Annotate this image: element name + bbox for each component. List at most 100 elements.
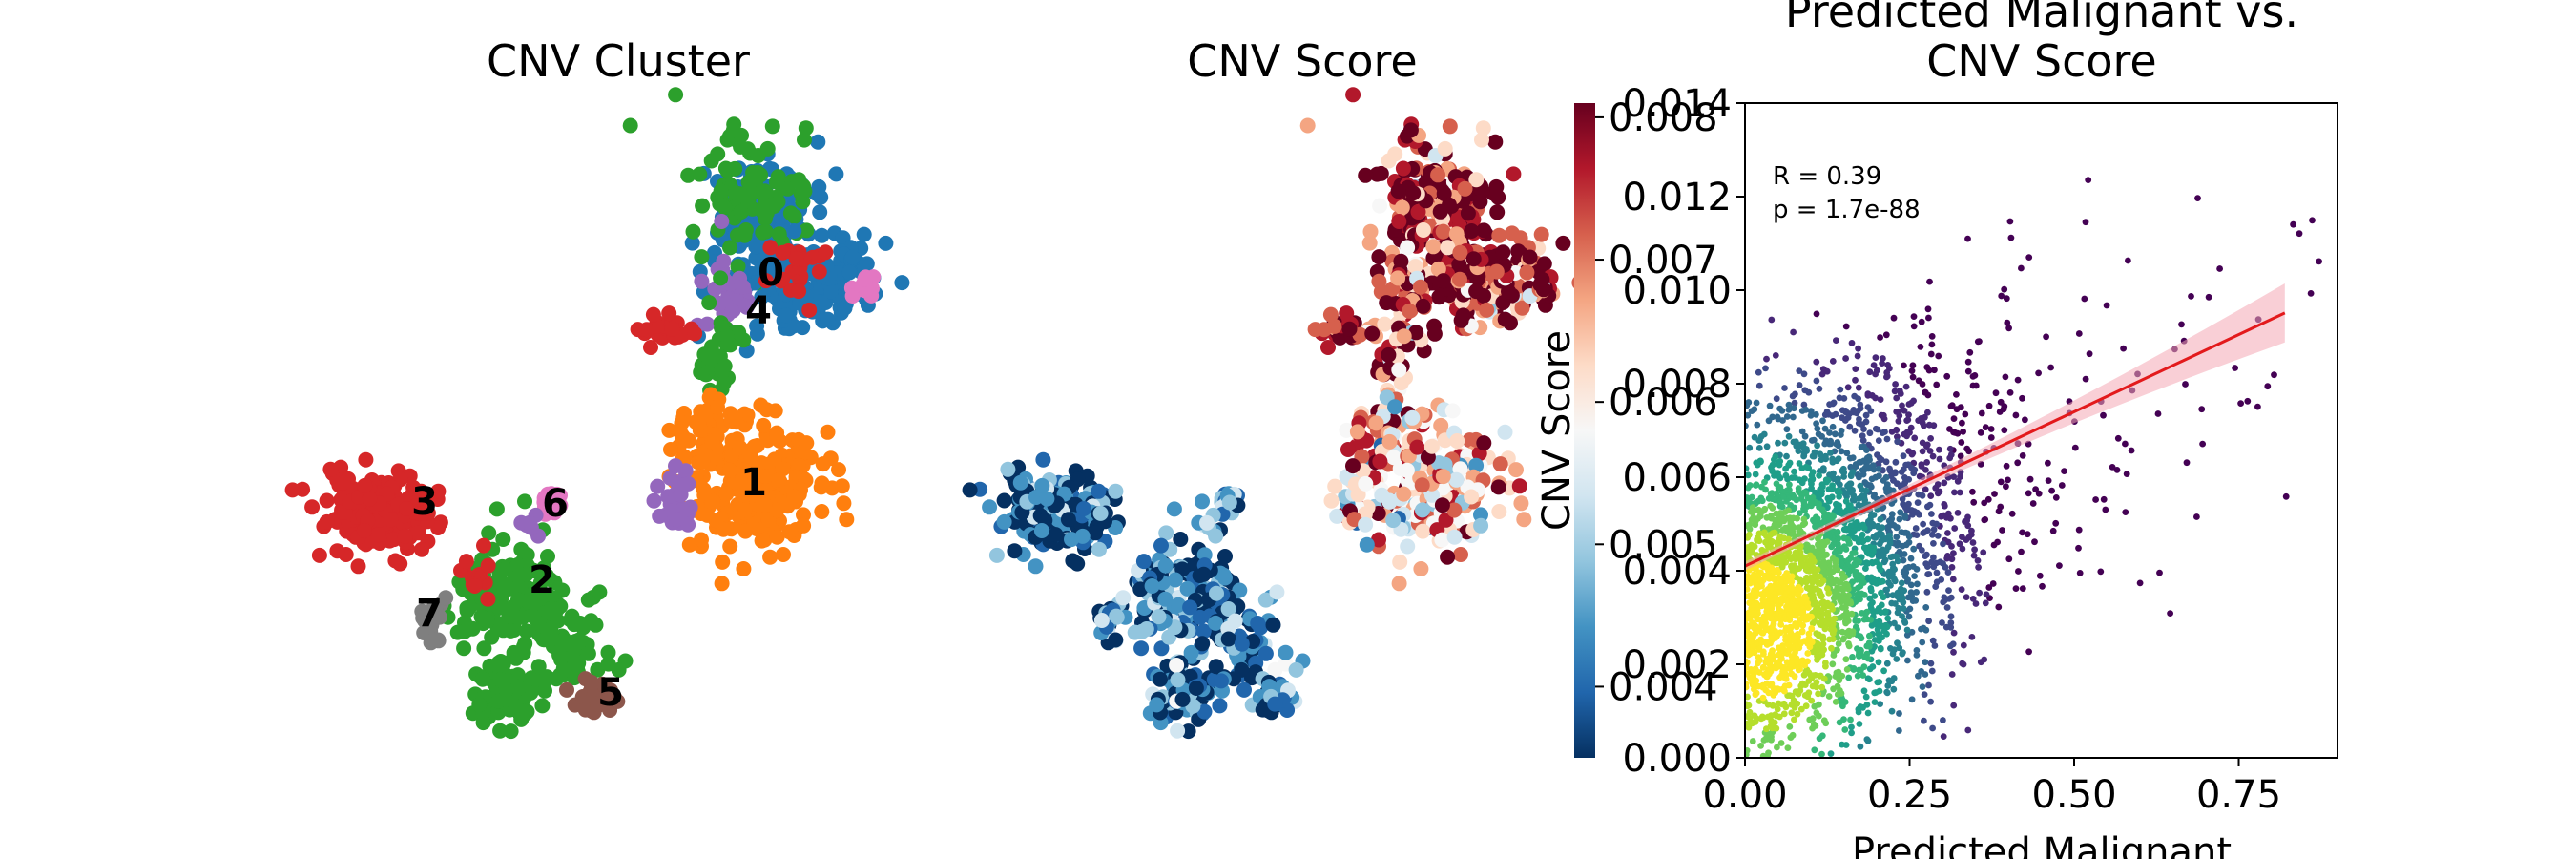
density-point	[1877, 396, 1884, 403]
density-point	[1918, 318, 1925, 325]
density-point	[1833, 500, 1839, 508]
density-point	[1792, 688, 1799, 696]
score-point	[1415, 222, 1431, 238]
density-point	[2008, 510, 2016, 517]
density-point	[1791, 399, 1798, 407]
density-point	[1813, 709, 1820, 717]
cluster-point	[357, 477, 373, 493]
cluster-point	[722, 240, 738, 256]
density-point	[1851, 560, 1859, 568]
cluster-point	[859, 256, 875, 272]
score-point	[1472, 194, 1488, 210]
density-point	[1786, 481, 1793, 489]
score-point	[1508, 462, 1524, 478]
density-point	[1841, 417, 1849, 424]
density-point	[1900, 605, 1907, 612]
score-point	[1409, 439, 1425, 455]
cluster-point	[544, 494, 560, 511]
density-point	[1808, 697, 1816, 704]
density-point	[1836, 394, 1843, 402]
cluster-point	[796, 507, 811, 523]
score-point	[1153, 640, 1170, 657]
density-point	[1778, 408, 1786, 414]
density-point	[1971, 546, 1979, 554]
density-point	[1947, 613, 1955, 620]
cluster-point	[757, 532, 773, 548]
density-point	[1910, 545, 1918, 553]
density-point	[1841, 726, 1849, 733]
score-point	[1209, 585, 1224, 601]
score-point	[1368, 415, 1384, 431]
density-point	[1759, 694, 1767, 702]
cluster-point	[540, 570, 555, 586]
density-point	[1896, 727, 1902, 734]
score-point	[1452, 271, 1467, 287]
density-point	[1928, 558, 1935, 566]
density-point	[1903, 626, 1911, 634]
density-point	[1806, 716, 1814, 723]
density-point	[1776, 474, 1784, 482]
score-point	[1371, 249, 1387, 265]
score-point	[1408, 325, 1424, 341]
density-point	[1931, 642, 1939, 649]
score-point	[1455, 307, 1471, 324]
score-point	[1497, 424, 1513, 440]
density-point	[2014, 459, 2022, 467]
density-point	[2022, 416, 2028, 424]
score-point	[982, 499, 998, 515]
density-point	[1963, 594, 1970, 600]
cluster-point	[710, 146, 726, 162]
density-point	[1950, 415, 1958, 422]
cluster-point	[680, 516, 696, 533]
density-point	[1830, 685, 1837, 693]
score-point	[1555, 235, 1571, 251]
density-point	[1823, 367, 1831, 375]
density-point	[1934, 490, 1942, 497]
density-point	[1941, 479, 1948, 487]
score-point	[1345, 87, 1361, 103]
density-point	[1753, 399, 1760, 407]
score-point	[1060, 512, 1076, 528]
cluster-point	[580, 645, 596, 661]
density-point	[2120, 345, 2128, 352]
score-point	[1169, 658, 1185, 673]
score-point	[1412, 279, 1428, 295]
density-point	[1896, 710, 1902, 717]
density-point	[1925, 367, 1933, 374]
density-point	[1745, 484, 1752, 492]
cluster-point	[471, 697, 488, 713]
density-point	[1748, 408, 1755, 414]
cluster-point	[737, 523, 754, 539]
score-point	[1115, 590, 1132, 606]
score-point	[1195, 566, 1212, 582]
density-point	[1816, 504, 1822, 511]
density-point	[1745, 402, 1751, 409]
density-point	[1802, 702, 1810, 710]
cluster-point	[399, 501, 414, 516]
density-point	[1839, 468, 1846, 475]
density-point	[1816, 735, 1823, 743]
cluster-point	[638, 322, 654, 338]
density-point	[1870, 492, 1878, 500]
density-point	[1763, 443, 1771, 450]
density-point	[1970, 552, 1978, 559]
density-point	[1950, 702, 1958, 709]
score-point	[1440, 240, 1456, 256]
density-point	[1889, 592, 1897, 599]
density-point	[1840, 526, 1848, 534]
density-point	[1818, 456, 1825, 463]
cluster-point	[728, 185, 744, 201]
cluster-point	[530, 615, 547, 631]
density-point	[1762, 365, 1769, 372]
density-point	[1765, 749, 1772, 757]
density-point	[1900, 556, 1907, 564]
density-point	[1827, 750, 1835, 757]
density-point	[1839, 636, 1847, 643]
density-point	[1763, 533, 1770, 540]
density-point	[1987, 434, 1995, 441]
score-point	[1473, 517, 1489, 534]
density-point	[1829, 458, 1837, 466]
density-point	[2076, 570, 2084, 576]
density-point	[1899, 650, 1906, 658]
score-point	[1492, 456, 1508, 472]
